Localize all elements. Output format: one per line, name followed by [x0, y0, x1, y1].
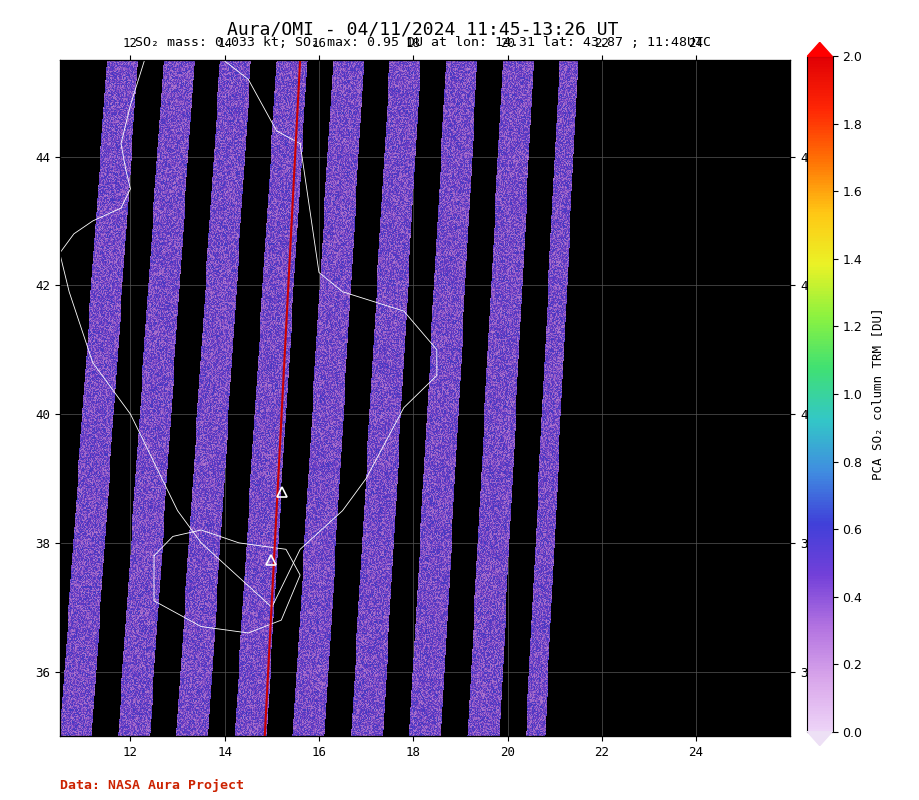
Text: Data: NASA Aura Project: Data: NASA Aura Project — [60, 779, 244, 792]
Polygon shape — [807, 731, 833, 746]
Polygon shape — [807, 42, 833, 57]
Text: SO₂ mass: 0.033 kt; SO₂ max: 0.95 DU at lon: 14.31 lat: 43.87 ; 11:48UTC: SO₂ mass: 0.033 kt; SO₂ max: 0.95 DU at … — [135, 36, 710, 49]
Y-axis label: PCA SO₂ column TRM [DU]: PCA SO₂ column TRM [DU] — [870, 308, 884, 480]
Text: Aura/OMI - 04/11/2024 11:45-13:26 UT: Aura/OMI - 04/11/2024 11:45-13:26 UT — [227, 20, 618, 38]
